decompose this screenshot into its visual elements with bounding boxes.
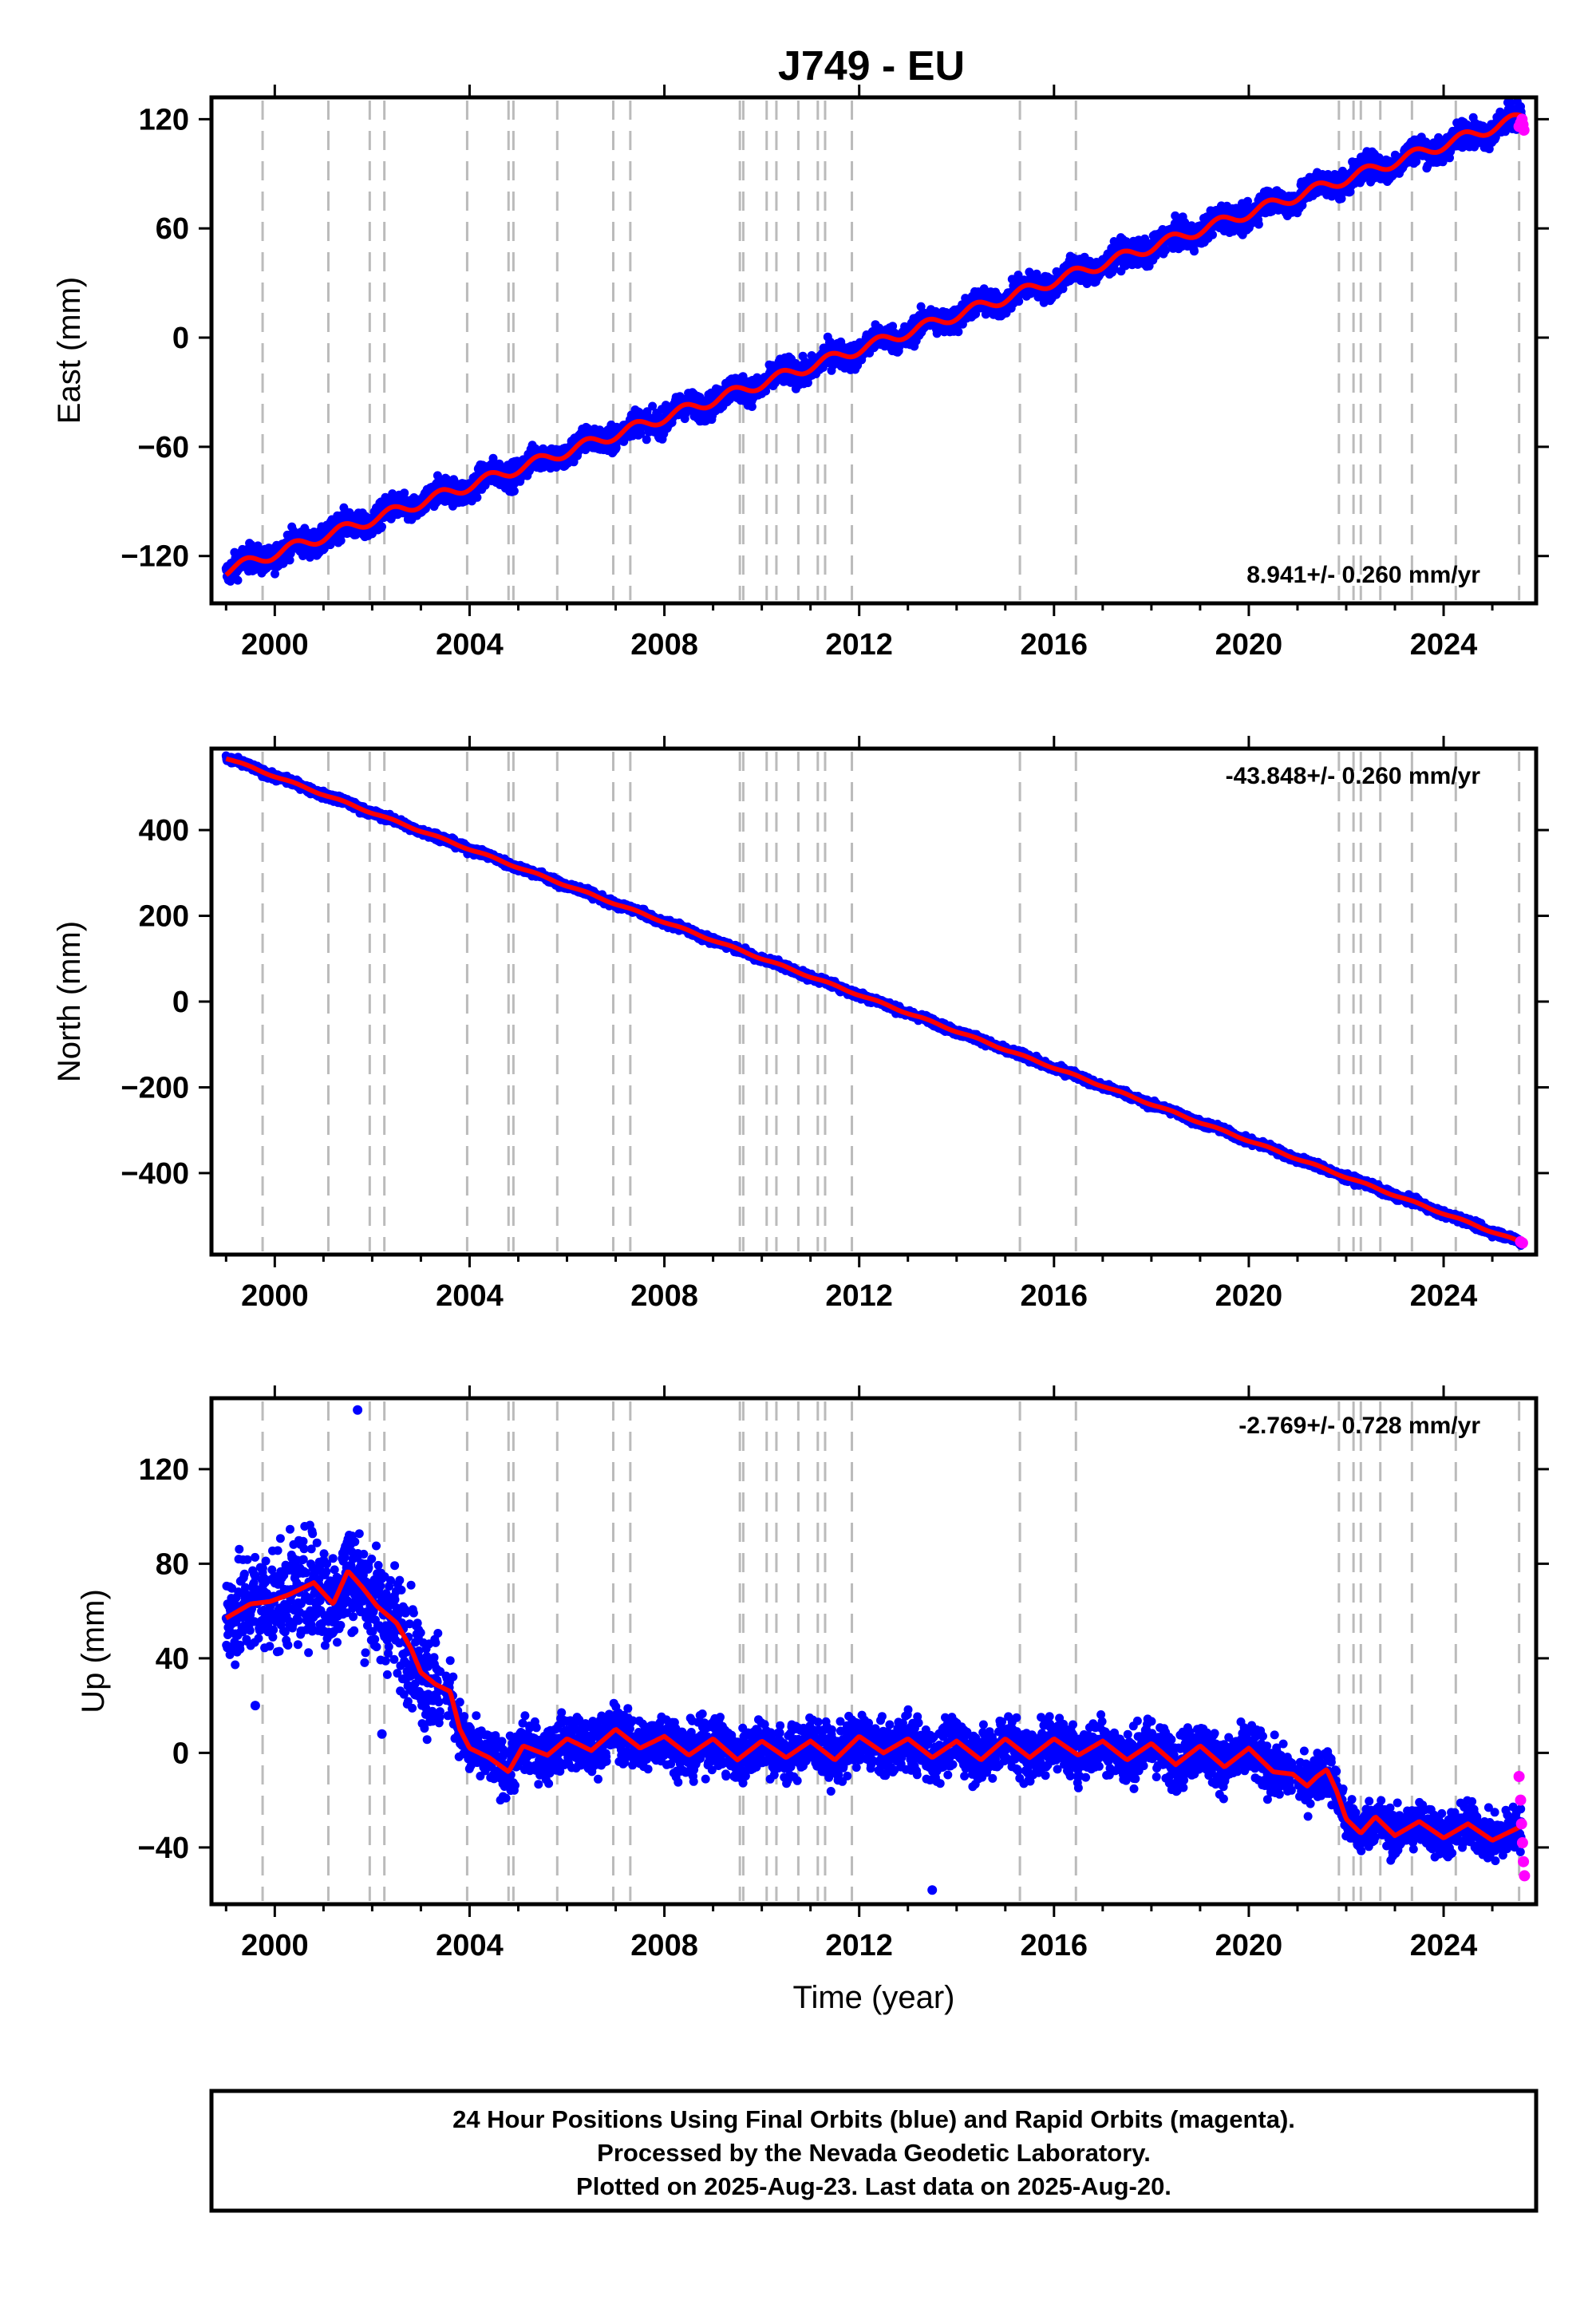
east-x-tick-label: 2008 [630,628,698,662]
east-data-point [1014,297,1024,306]
east-x-tick-label: 2016 [1021,628,1088,662]
east-velocity-label: 8.941+/- 0.260 mm/yr [1246,562,1480,588]
east-data-point [747,402,757,411]
east-data-point [509,486,519,496]
east-data-point [954,327,963,337]
east-y-tick-label: −60 [138,431,189,464]
east-x-tick-label: 2004 [436,628,504,662]
east-data-point [233,575,243,585]
figure-title: J749 - EU [778,43,965,89]
east-y-tick-label: 0 [172,322,189,355]
east-data-point [472,492,482,502]
east-data-point [888,322,898,331]
east-data-point [285,555,294,565]
east-data-point [336,536,346,545]
east-data-point [636,429,646,438]
east-x-tick-label: 2012 [825,628,893,662]
east-data-point [648,401,658,411]
east-data-point [1190,247,1199,256]
east-rapid-point [1518,124,1530,136]
east-x-tick-label: 2020 [1215,628,1283,662]
east-data-point [642,435,651,445]
east-data-point [1208,230,1217,239]
east-y-tick-label: 120 [139,103,189,136]
east-y-tick-label: 60 [156,212,189,246]
east-data-point [488,453,498,463]
north-panel: 2000 2004 2008 2012 2016 2020 2024−400−2000200… [52,736,1549,1313]
east-data-point [1254,219,1263,229]
east-data-point [611,443,621,453]
east-x-tick-label: 2000 [241,628,309,662]
east-data-point [271,569,279,579]
east-x-tick-label: 2024 [1410,628,1478,662]
east-y-tick-label: −120 [120,540,189,574]
east-data-point [377,522,386,532]
east-panel: 2000 2004 2008 2012 2016 2020 2024 −120 −60 0 60 12… [52,85,1549,662]
east-y-axis-label: East (mm) [52,277,87,424]
